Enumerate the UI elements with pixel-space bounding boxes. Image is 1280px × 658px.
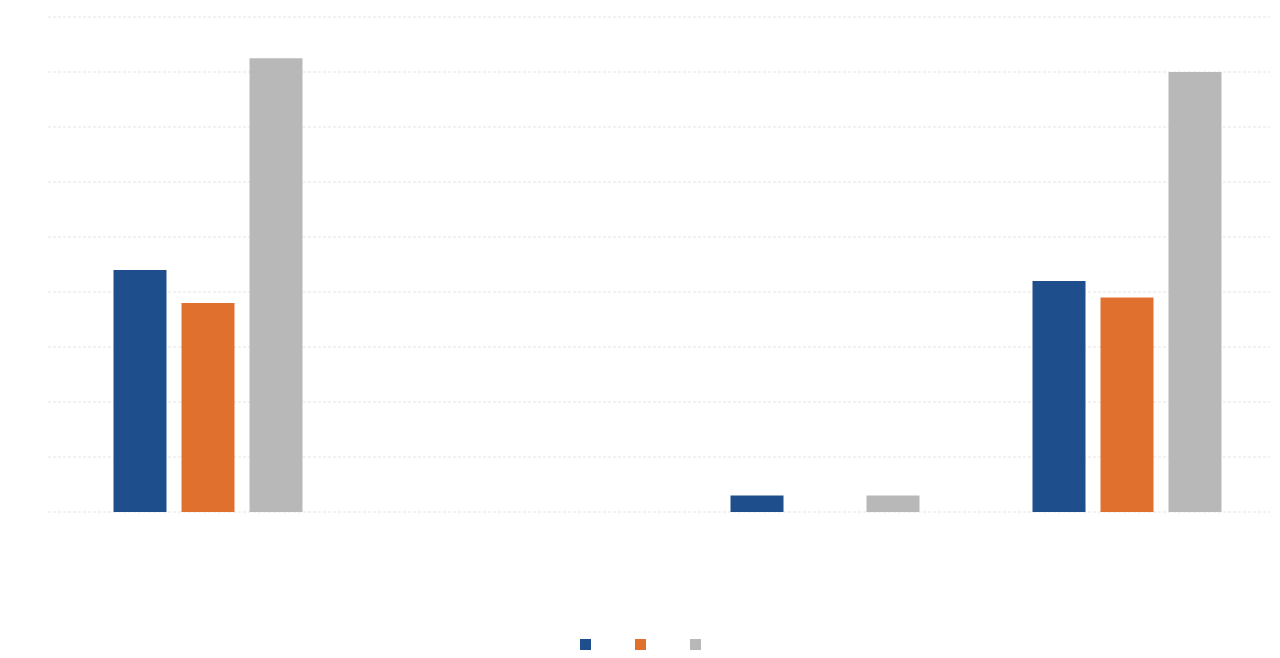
bar-series-3-category-3	[866, 495, 920, 512]
legend-swatch-2	[635, 639, 646, 650]
bar-series-1-category-3	[730, 495, 784, 512]
bars	[113, 58, 1222, 512]
bar-series-1-category-4	[1032, 281, 1086, 512]
bar-series-3-category-4	[1168, 72, 1222, 512]
bar-series-2-category-1	[181, 303, 235, 512]
bar-series-1-category-1	[113, 270, 167, 512]
bar-series-2-category-4	[1100, 297, 1154, 512]
legend-swatch-3	[690, 639, 701, 650]
bar-series-3-category-1	[249, 58, 303, 512]
legend-swatch-1	[580, 639, 591, 650]
legend	[580, 639, 701, 650]
gridlines	[48, 16, 1270, 513]
